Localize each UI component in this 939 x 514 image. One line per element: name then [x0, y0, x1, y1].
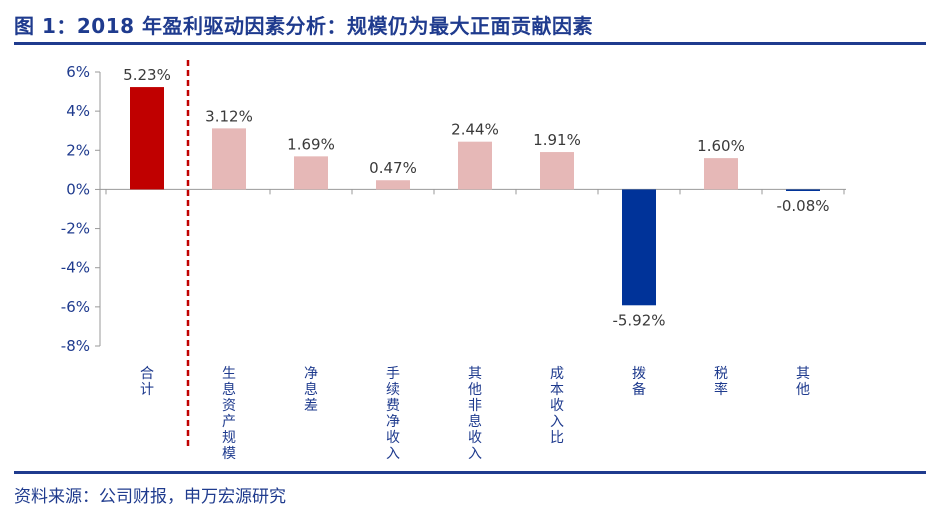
- y-tick-label: 6%: [66, 63, 90, 81]
- data-labels: 5.23% 3.12% 1.69% 0.47% 2.44% 1.91% -5.92% 1.60…: [123, 66, 829, 329]
- title-divider: [14, 42, 926, 45]
- bar: [540, 152, 574, 190]
- category-label: 手续费净收入: [386, 366, 400, 462]
- category-label: 拨备: [632, 366, 646, 398]
- category-label: 合计: [140, 366, 154, 398]
- data-label: 0.47%: [369, 159, 417, 177]
- data-label: -0.08%: [776, 197, 829, 215]
- bar: [130, 87, 164, 190]
- category-label: 其他: [796, 366, 810, 398]
- data-label: -5.92%: [612, 311, 665, 329]
- data-label: 2.44%: [451, 121, 499, 139]
- category-label: 税率: [714, 366, 728, 398]
- bar: [458, 141, 492, 190]
- chart-title: 图 1：2018 年盈利驱动因素分析：规模仍为最大正面贡献因素: [14, 14, 594, 38]
- footer-divider: [14, 471, 926, 474]
- y-tick-label: 2%: [66, 141, 90, 159]
- data-label: 1.69%: [287, 135, 335, 153]
- y-axis: 6% 4% 2% 0% -2% -4% -6% -8%: [61, 60, 846, 446]
- bar: [212, 128, 246, 190]
- bar: [786, 189, 820, 191]
- y-tick-label: -6%: [61, 298, 90, 316]
- data-label: 1.60%: [697, 137, 745, 155]
- bar: [704, 158, 738, 190]
- category-label: 其他非息收入: [468, 366, 482, 462]
- y-tick-label: -2%: [61, 220, 90, 238]
- y-tick-label: -4%: [61, 259, 90, 277]
- bar: [622, 189, 656, 306]
- category-label: 生息资产规模: [222, 366, 236, 462]
- y-tick-label: -8%: [61, 337, 90, 355]
- category-label: 成本收入比: [550, 366, 564, 446]
- data-label: 3.12%: [205, 107, 253, 125]
- category-labels: 合计 生息资产规模 净息差 手续费净收入 其他非息收入 成本收入比 拨备 税率 其他: [140, 366, 810, 462]
- bar-chart: 6% 4% 2% 0% -2% -4% -6% -8% 5.23% 3.12% 1.69% 0.47…: [61, 60, 846, 462]
- source-note: 资料来源：公司财报，申万宏源研究: [14, 487, 286, 507]
- bar: [294, 156, 328, 190]
- data-label: 5.23%: [123, 66, 171, 84]
- bar: [376, 180, 410, 190]
- data-label: 1.91%: [533, 131, 581, 149]
- y-tick-label: 0%: [66, 180, 90, 198]
- y-tick-label: 4%: [66, 102, 90, 120]
- bar-series: [130, 87, 820, 306]
- category-label: 净息差: [304, 366, 318, 414]
